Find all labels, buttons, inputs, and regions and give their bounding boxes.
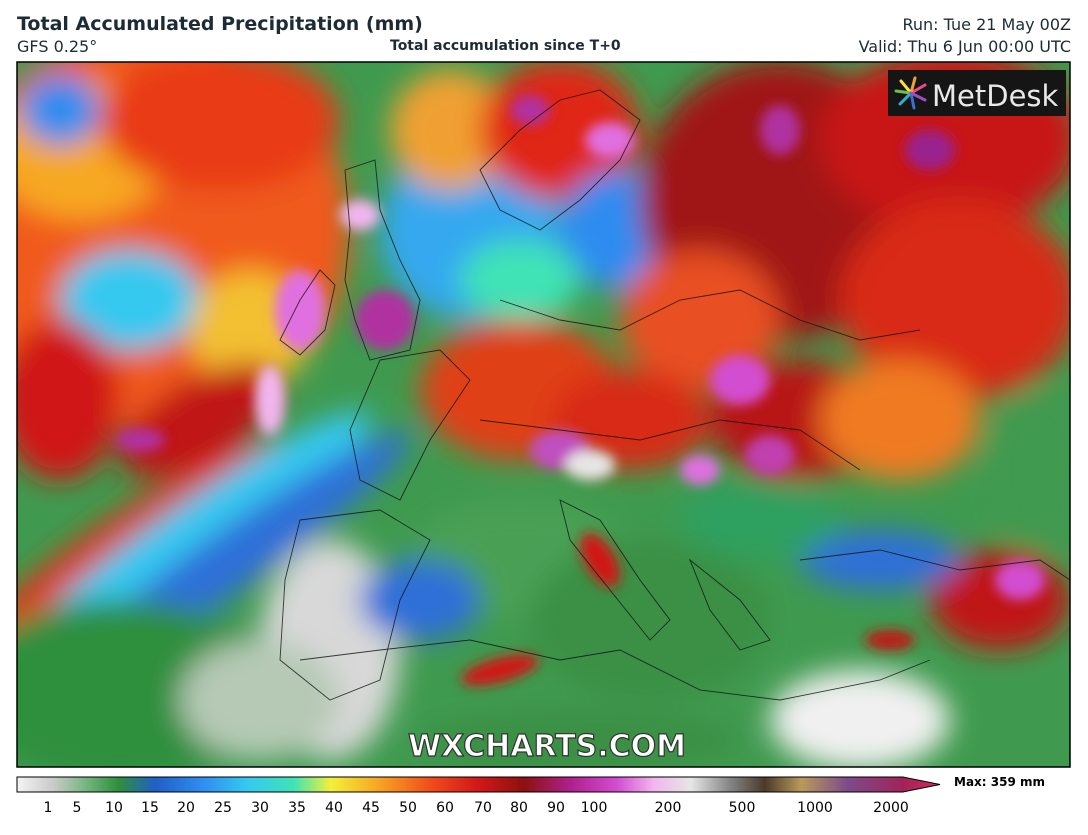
precip-area [990,390,1070,550]
precip-area [360,560,480,640]
colorbar-tick-label: 5 [72,800,82,816]
colorbar-tick-label: 90 [547,800,565,816]
precip-area [800,530,960,590]
colorbar-tick-label: 60 [436,800,454,816]
run-time: Run: Tue 21 May 00Z [902,15,1072,34]
precip-area [745,435,795,475]
colorbar-tick-label: 1 [43,800,53,816]
max-label: Max: 359 mm [954,775,1045,789]
colorbar-tick-label: 25 [214,800,232,816]
colorbar-tick-label: 2000 [873,800,909,816]
colorbar-tick-label: 10 [105,800,123,816]
colorbar [16,776,941,793]
title: Total Accumulated Precipitation (mm) [17,13,423,35]
colorbar-tick-label: 1000 [797,800,833,816]
precip-area [840,200,1070,400]
model: GFS 0.25° [17,37,98,56]
colorbar-tick-label: 35 [288,800,306,816]
precip-area [119,363,281,477]
precip-area [180,640,340,760]
colorbar-tick-label: 80 [510,800,528,816]
valid-time: Valid: Thu 6 Jun 00:00 UTC [858,37,1071,56]
precip-area [550,370,710,470]
coastlines [279,89,1070,701]
precip-area [100,62,340,190]
precip-area [115,428,165,452]
colorbar-tick-label: 15 [141,800,159,816]
precip-area [420,710,740,767]
precip-area [680,480,840,560]
watermark: WXCHARTS.COM [408,729,686,764]
logo: MetDesk [888,70,1066,116]
precip-area [355,290,415,350]
colorbar-tick-label: 30 [251,800,269,816]
precip-area [710,355,770,405]
precip-area [585,122,635,158]
precip-area [820,360,980,480]
precip-field [17,62,1070,767]
colorbar-tick-label: 70 [474,800,492,816]
colorbar-tick-label: 40 [325,800,343,816]
precip-area [17,320,120,480]
precip-area [580,532,620,588]
precip-area [865,630,915,650]
precip-area [770,670,950,767]
logo-text: MetDesk [932,79,1059,113]
precip-area [760,105,800,155]
colorbar-tick-label: 100 [580,800,608,816]
precip-area [255,365,285,435]
precip-area [460,240,580,320]
precip-area [20,75,100,145]
precip-area [565,450,615,480]
precip-area [995,560,1045,600]
precip-area [60,250,200,350]
colorbar-tick-label: 20 [177,800,195,816]
colorbar-tick-label: 500 [728,800,756,816]
map-frame [16,61,1071,768]
precip-area [510,95,550,125]
precip-area [275,270,325,350]
colorbar-tick-label: 50 [399,800,417,816]
precip-area [680,455,720,485]
subtitle: Total accumulation since T+0 [390,38,621,54]
precip-area [340,200,380,230]
precip-area [461,654,539,686]
precip-area [905,130,955,170]
colorbar-tick-label: 200 [654,800,682,816]
precip-area [530,540,770,700]
precip-area [390,70,510,190]
precip-area [480,62,640,200]
colorbar-tick-label: 45 [362,800,380,816]
